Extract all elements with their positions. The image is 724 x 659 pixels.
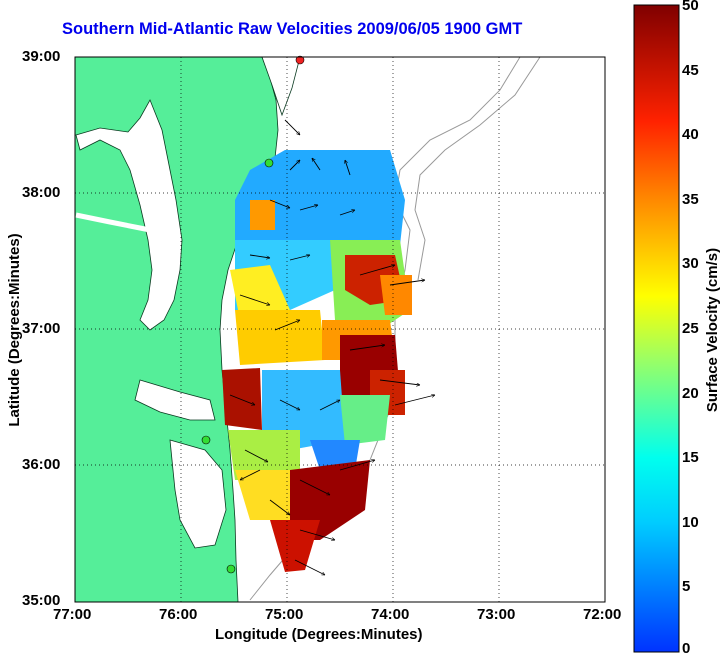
colorbar-tick: 10 [682, 514, 699, 531]
bathymetry-contour-2 [414, 56, 541, 281]
albemarle-sound [134, 379, 216, 421]
x-tick-label: 76:00 [159, 606, 198, 623]
y-tick-label: 37:00 [22, 320, 61, 337]
velocity-field [222, 150, 412, 572]
y-axis-label: Latitude (Degrees:Minutes) [6, 233, 23, 427]
x-axis-label: Longitude (Degrees:Minutes) [215, 626, 423, 643]
y-tick-label: 39:00 [22, 48, 61, 65]
grid-lines [75, 57, 605, 602]
x-tick-label: 74:00 [371, 606, 410, 623]
map-title: Southern Mid-Atlantic Raw Velocities 200… [62, 20, 523, 38]
station-marker [295, 55, 305, 65]
colorbar-tick: 45 [682, 62, 699, 79]
colorbar-tick: 50 [682, 0, 699, 14]
colorbar-tick: 0 [682, 640, 691, 657]
colorbar-tick: 5 [682, 578, 691, 595]
x-tick-label: 73:00 [477, 606, 516, 623]
station-marker [226, 564, 236, 574]
colorbar-tick: 40 [682, 126, 699, 143]
y-tick-label: 38:00 [22, 184, 61, 201]
x-tick-label: 75:00 [265, 606, 304, 623]
x-tick-label: 77:00 [53, 606, 92, 623]
potomac-river [75, 212, 161, 235]
colorbar [633, 4, 680, 653]
colorbar-tick: 15 [682, 449, 699, 466]
y-tick-label: 36:00 [22, 456, 61, 473]
station-marker [264, 158, 274, 168]
colorbar-label: Surface Velocity (cm/s) [704, 247, 721, 413]
y-tick-label: 35:00 [22, 592, 61, 609]
plot-frame [74, 56, 606, 603]
pamlico-sound [169, 439, 227, 549]
x-tick-label: 72:00 [583, 606, 622, 623]
station-marker [201, 435, 211, 445]
colorbar-tick: 25 [682, 320, 699, 337]
colorbar-tick: 35 [682, 191, 699, 208]
velocity-arrows [229, 119, 435, 576]
chesapeake-bay [75, 99, 183, 331]
colorbar-tick: 30 [682, 255, 699, 272]
colorbar-tick: 20 [682, 385, 699, 402]
